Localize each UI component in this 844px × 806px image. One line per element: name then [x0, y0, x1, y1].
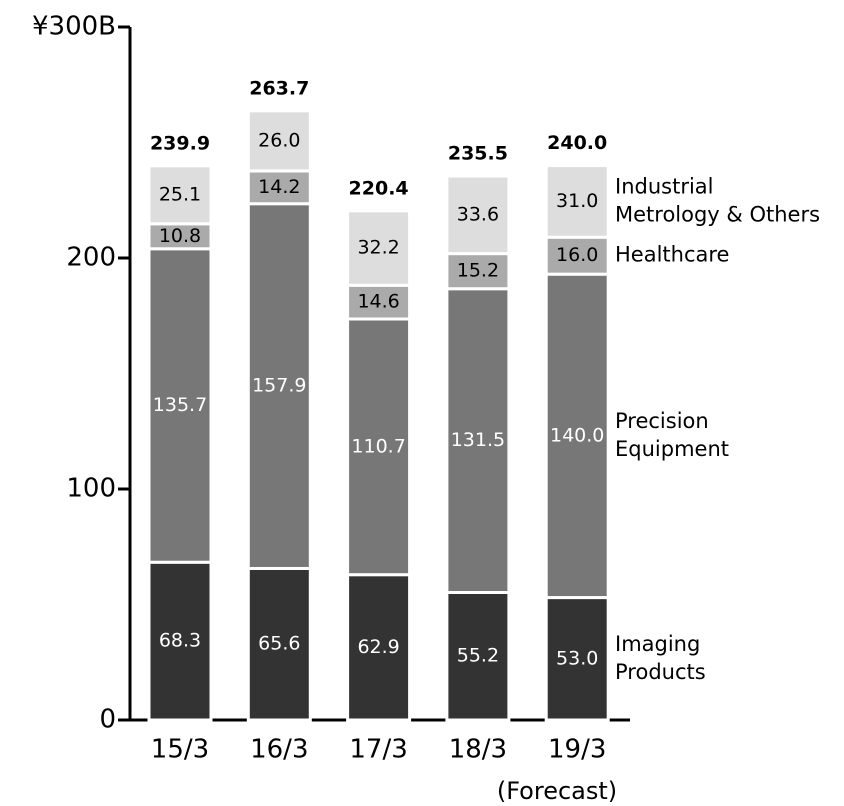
value-label: 31.0 [556, 190, 598, 212]
bar-segment [544, 235, 610, 276]
value-label: 135.7 [153, 394, 207, 416]
x-tick-label: 19/3 [548, 735, 606, 765]
bar-segment [346, 209, 412, 287]
value-label: 62.9 [357, 636, 399, 658]
legend-label: Precision Equipment [615, 409, 729, 461]
legend-line: Metrology & Others [615, 202, 820, 226]
legend-line: Precision [615, 409, 709, 433]
bar-segment [147, 164, 213, 226]
x-tick-label: 16/3 [250, 735, 308, 765]
legend-line: Equipment [615, 437, 729, 461]
y-tick-label: 0 [99, 705, 116, 735]
bar-segment [147, 247, 213, 564]
value-label: 65.6 [258, 633, 300, 655]
value-label: 140.0 [550, 424, 604, 446]
x-tick-label: 17/3 [349, 735, 407, 765]
annotation: (Forecast) [497, 777, 617, 805]
y-tick-label: 100 [66, 474, 116, 504]
bar-segment [445, 590, 511, 722]
total-label: 220.4 [349, 177, 409, 199]
y-tick-label: 200 [66, 243, 116, 273]
value-label: 26.0 [258, 129, 300, 151]
value-label: 53.0 [556, 647, 598, 669]
legend-label: Healthcare [615, 243, 729, 267]
bar-segment [246, 202, 312, 570]
bar-segment [445, 287, 511, 594]
x-tick-label: 18/3 [449, 735, 507, 765]
bar-segment [147, 222, 213, 251]
value-label: 25.1 [159, 183, 201, 205]
value-label: 14.6 [357, 291, 399, 313]
legend-line: Imaging [615, 632, 700, 656]
value-label: 10.8 [159, 225, 201, 247]
x-tick-label: 15/3 [151, 735, 209, 765]
value-label: 68.3 [159, 630, 201, 652]
bar-segment [346, 283, 412, 321]
bar-segment [445, 174, 511, 256]
total-label: 239.9 [150, 132, 210, 154]
legend-line: Products [615, 660, 706, 684]
y-tick-label: ¥300B [32, 12, 116, 42]
legend-label: Imaging Products [615, 632, 706, 684]
bar-segment [246, 169, 312, 206]
total-label: 263.7 [249, 77, 309, 99]
value-label: 55.2 [457, 645, 499, 667]
total-label: 240.0 [547, 132, 607, 154]
bar-segment [246, 109, 312, 173]
value-label: 32.2 [357, 237, 399, 259]
value-label: 110.7 [351, 435, 405, 457]
bar-segment [445, 252, 511, 291]
total-label: 235.5 [448, 142, 508, 164]
bar-segment [246, 566, 312, 722]
value-label: 14.2 [258, 176, 300, 198]
bar-segment [346, 317, 412, 577]
value-label: 16.0 [556, 244, 598, 266]
value-label: 33.6 [457, 203, 499, 225]
value-label: 131.5 [451, 429, 505, 451]
value-label: 15.2 [457, 260, 499, 282]
bar-segment [544, 164, 610, 239]
legend-line: Industrial [615, 174, 714, 198]
value-label: 157.9 [252, 375, 306, 397]
legend-label: Industrial Metrology & Others [615, 174, 820, 226]
